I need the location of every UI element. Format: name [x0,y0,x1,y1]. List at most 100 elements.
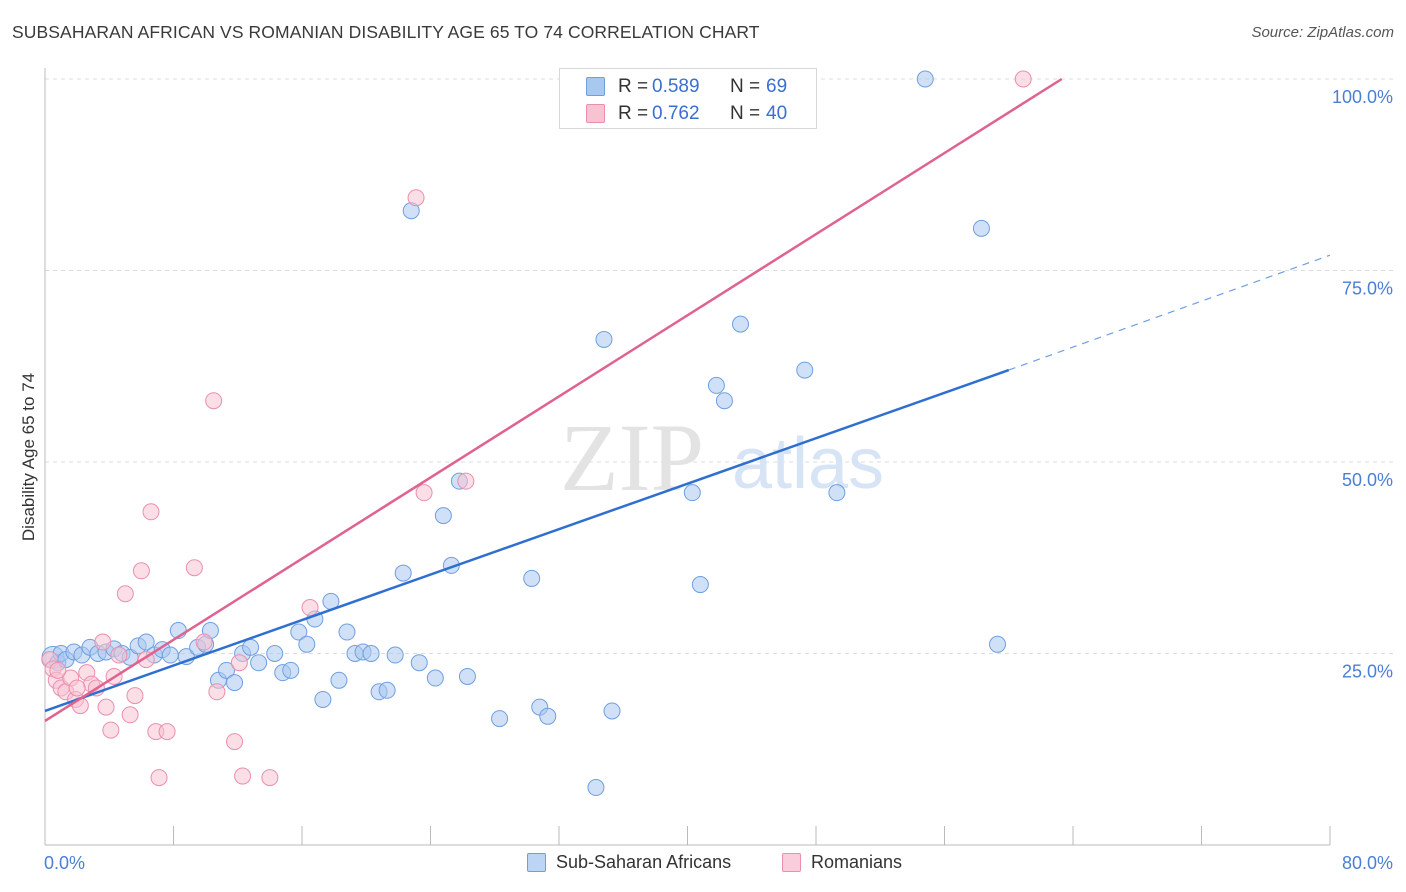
romanian-point [121,706,139,724]
subsaharan-point [242,638,260,656]
subsaharan-trend-extension [1008,254,1331,371]
subsaharan-point [458,667,476,685]
n-label: N = [730,76,761,97]
romanian-point [230,654,248,672]
x-tick-label: 0.0% [44,853,85,873]
legend-swatch-blue [586,77,605,96]
legend-swatch-pink [782,853,801,872]
romanian-point [68,679,86,697]
watermark-atlas: atlas [732,424,884,504]
n-value: 40 [766,103,788,124]
subsaharan-point [362,645,380,662]
romanian-point [457,472,475,490]
subsaharan-point [707,376,725,394]
subsaharan-point [732,315,750,333]
romanian-point [261,769,279,787]
romanian-point [110,646,128,664]
romanian-point [301,599,319,617]
subsaharan-point [290,623,308,641]
series-subsaharan-points [41,70,1007,797]
subsaharan-point [161,646,179,664]
subsaharan-point [796,361,814,379]
romanian-point [185,559,203,577]
watermark-zip: ZIP [560,404,704,511]
r-value: 0.589 [652,76,700,97]
romanian-point [158,723,176,741]
subsaharan-point [266,645,284,662]
subsaharan-point [330,671,348,689]
r-value: 0.762 [652,103,700,124]
romanian-point [132,562,150,580]
subsaharan-point [226,674,244,692]
subsaharan-point [378,681,396,699]
source-label: Source: ZipAtlas.com [1251,24,1394,41]
trend-lines [44,77,1331,722]
romanian-point [150,769,168,787]
subsaharan-point [523,569,541,587]
legend-label: Sub-Saharan Africans [556,852,732,872]
stats-legend: R = 0.589 N = 69 R = 0.762 N = 40 [559,68,817,129]
legend-item-romanian[interactable]: Romanians [782,852,902,873]
subsaharan-point [434,507,452,525]
romanian-point [97,698,115,716]
romanian-point [226,733,244,751]
romanian-point [102,721,120,739]
subsaharan-point [683,484,701,502]
romanian-trend-line [44,77,1063,722]
subsaharan-point [298,635,316,653]
chart-title: SUBSAHARAN AFRICAN VS ROMANIAN DISABILIT… [12,22,760,42]
romanian-point [116,585,134,603]
subsaharan-point [282,661,300,679]
romanian-point [234,767,252,785]
r-label: R = [618,76,649,97]
subsaharan-point [715,392,733,410]
romanian-point [205,392,223,410]
subsaharan-point [691,576,709,594]
subsaharan-point [137,633,155,651]
series-legend: Sub-Saharan Africans Romanians [0,852,1406,876]
subsaharan-point [539,707,557,725]
subsaharan-point [989,635,1007,653]
romanian-point [142,503,160,521]
subsaharan-point [386,646,404,664]
legend-swatch-pink [586,104,605,123]
y-tick-label: 100.0% [1332,87,1393,107]
subsaharan-point [587,779,605,797]
subsaharan-point [314,690,332,708]
subsaharan-point [595,330,613,348]
romanian-point [407,189,425,207]
axis-labels: 25.0% 50.0% 75.0% 100.0% 0.0% 80.0% Disability… [19,87,1393,873]
subsaharan-point [410,654,428,672]
subsaharan-point [338,623,356,641]
legend-swatch-blue [527,853,546,872]
n-label: N = [730,103,761,124]
romanian-point [94,633,112,651]
x-tick-label: 80.0% [1342,853,1393,873]
subsaharan-point [828,484,846,502]
romanian-point [126,687,144,705]
subsaharan-point [394,564,412,582]
romanian-point [415,484,433,502]
n-value: 69 [766,76,788,97]
legend-label: Romanians [811,852,903,872]
subsaharan-point [491,710,509,728]
romanian-point [49,661,67,679]
subsaharan-trend-line [44,368,1010,713]
y-tick-label: 50.0% [1342,470,1393,490]
subsaharan-point [916,70,934,88]
subsaharan-point [972,219,990,237]
y-tick-label: 75.0% [1342,279,1393,299]
y-axis-label: Disability Age 65 to 74 [19,373,38,541]
subsaharan-point [426,669,444,687]
watermark: ZIP atlas [560,404,884,511]
grid-lines [45,78,1394,654]
subsaharan-point [250,654,268,672]
r-label: R = [618,103,649,124]
romanian-point [195,633,213,651]
y-tick-label: 25.0% [1342,662,1393,682]
legend-item-subsaharan[interactable]: Sub-Saharan Africans [527,852,731,873]
romanian-point [1014,70,1032,88]
subsaharan-point [218,661,236,679]
axes [44,68,1331,846]
